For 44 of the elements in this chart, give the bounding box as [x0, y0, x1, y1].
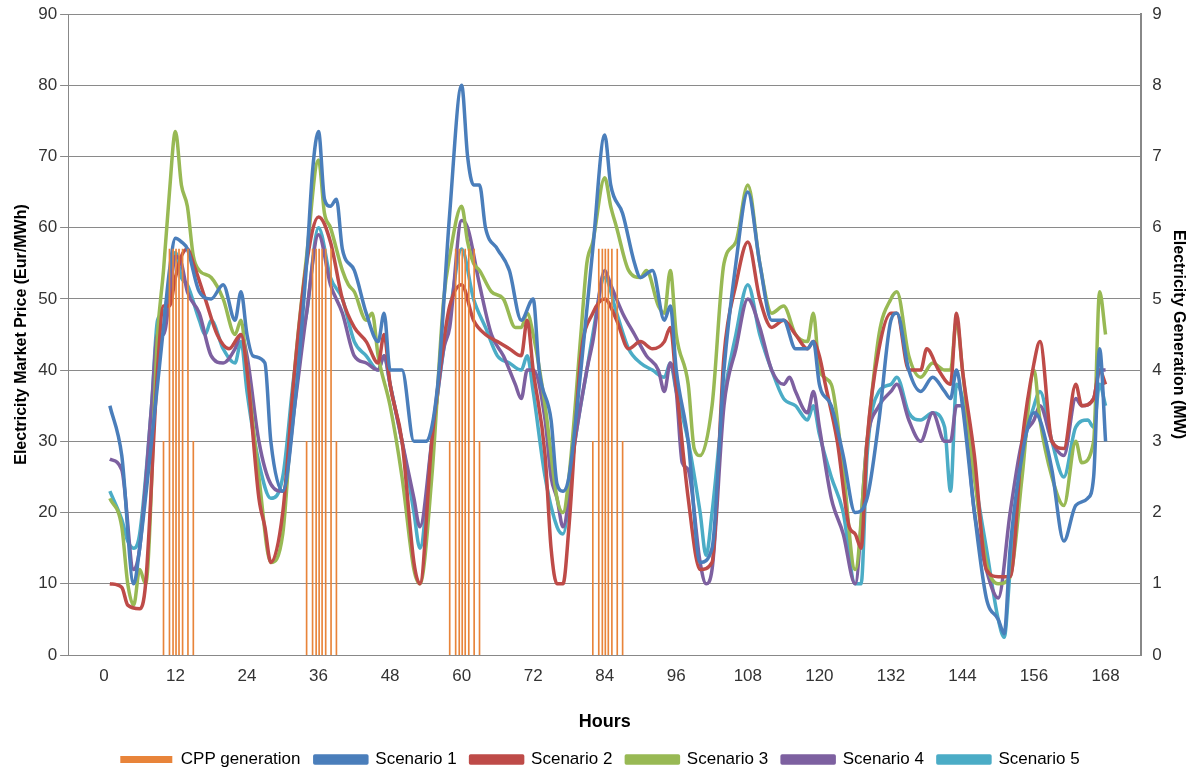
- legend-label: CPP generation: [180, 749, 301, 769]
- y2-tick-label: 0: [1152, 644, 1162, 664]
- y2-tick-label: 7: [1152, 146, 1162, 166]
- x-tick-label: 0: [99, 665, 109, 685]
- x-tick-label: 168: [1091, 665, 1120, 685]
- y-tick-label: 40: [38, 359, 58, 379]
- y2-tick-label: 1: [1152, 573, 1162, 593]
- x-tick-label: 120: [805, 665, 834, 685]
- x-tick-label: 12: [165, 665, 185, 685]
- y-tick-label: 50: [38, 288, 58, 308]
- x-tick-label: 144: [948, 665, 977, 685]
- legend-label: Scenario 2: [531, 749, 613, 769]
- y2-tick-label: 2: [1152, 502, 1162, 522]
- x-tick-label: 96: [666, 665, 686, 685]
- y2-tick-label: 9: [1152, 3, 1162, 23]
- x-tick-label: 72: [523, 665, 543, 685]
- x-tick-label: 132: [876, 665, 906, 685]
- x-axis-title: Hours: [578, 711, 631, 732]
- y-tick-label: 30: [38, 431, 58, 451]
- y2-axis-title: Electricity Generation (MW): [1170, 230, 1188, 439]
- legend-label: Scenario 3: [686, 749, 769, 769]
- y2-tick-label: 8: [1152, 74, 1162, 94]
- y-tick-label: 10: [38, 573, 58, 593]
- x-tick-label: 60: [452, 665, 472, 685]
- y-tick-label: 20: [38, 502, 58, 522]
- y2-tick-label: 6: [1152, 217, 1162, 237]
- y-tick-label: 70: [38, 146, 58, 166]
- y-axis-title: Electricity Market Price (Eur/MWh): [12, 204, 30, 465]
- y-tick-label: 80: [38, 74, 58, 94]
- legend-label: Scenario 5: [998, 749, 1080, 769]
- x-tick-label: 84: [595, 665, 615, 685]
- y2-tick-label: 4: [1152, 359, 1162, 379]
- y-tick-label: 60: [38, 217, 58, 237]
- x-tick-label: 36: [309, 665, 328, 685]
- x-tick-label: 108: [733, 665, 763, 685]
- x-tick-label: 48: [380, 665, 400, 685]
- legend-label: Scenario 1: [375, 749, 457, 769]
- y2-tick-label: 5: [1152, 288, 1162, 308]
- x-tick-label: 24: [237, 665, 257, 685]
- y-tick-label: 90: [38, 3, 58, 23]
- y-tick-label: 0: [47, 644, 58, 664]
- legend-label: Scenario 4: [842, 749, 924, 769]
- y2-tick-label: 3: [1152, 431, 1162, 451]
- x-tick-label: 156: [1019, 665, 1049, 685]
